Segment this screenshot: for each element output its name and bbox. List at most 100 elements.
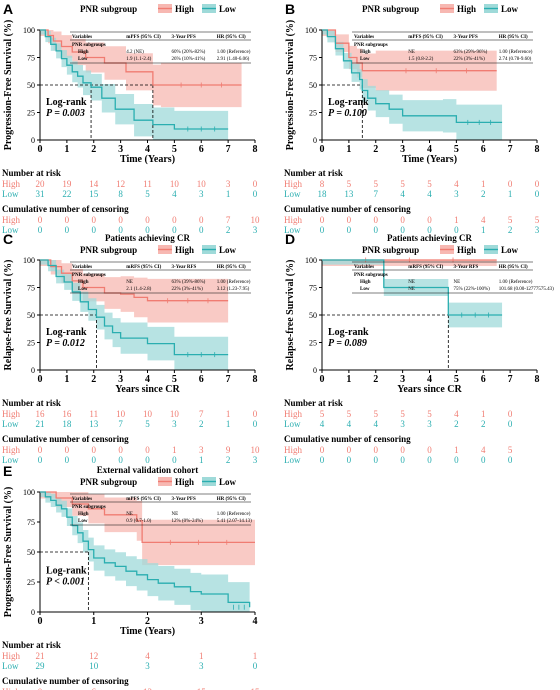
y-tick-label: 50 — [27, 548, 35, 557]
risk-row-label-high: High — [284, 409, 303, 419]
risk-row-label-low: Low — [2, 419, 19, 429]
risk-value: 7 — [374, 189, 379, 199]
logrank-p: P = 0.100 — [328, 108, 367, 119]
km-curve-high — [40, 491, 255, 544]
table-group-label: PNR subgroups — [354, 43, 388, 48]
censor-value: 0 — [347, 215, 352, 225]
x-tick-label: 7 — [508, 144, 513, 155]
table-header: Variables — [72, 35, 92, 40]
table-cell: NE — [408, 280, 415, 285]
censor-title: Cumulative number of censoring — [2, 434, 129, 444]
risk-value: 1 — [508, 189, 513, 199]
y-tick-label: 50 — [27, 311, 35, 320]
x-tick-label: 8 — [535, 144, 540, 155]
risk-value: 0 — [535, 179, 540, 189]
risk-value: 21 — [36, 651, 45, 661]
censor-value: 0 — [454, 455, 459, 465]
logrank-label: Log-rank — [46, 97, 87, 108]
risk-title: Number at risk — [2, 398, 61, 408]
risk-value: 8 — [118, 189, 123, 199]
table-cell: 63% (39%-86%) — [172, 280, 206, 285]
x-tick-label: 3 — [400, 374, 405, 385]
x-tick-label: 3 — [118, 374, 123, 385]
legend-label-low: Low — [219, 4, 237, 14]
censor-value: 0 — [400, 445, 405, 455]
risk-value: 18 — [318, 189, 328, 199]
table-cell: High — [360, 50, 371, 55]
x-tick-label: 6 — [481, 374, 486, 385]
y-tick-label: 50 — [27, 81, 35, 90]
x-tick-label: 7 — [226, 144, 231, 155]
x-tick-label: 6 — [199, 374, 204, 385]
stats-table: Variables mRFS (95% CI) 3-Year RFS HR (95% … — [70, 261, 251, 294]
logrank-label: Log-rank — [328, 97, 369, 108]
table-cell: Low — [360, 287, 370, 292]
risk-value: 1 — [481, 409, 486, 419]
censor-value: 0 — [65, 455, 70, 465]
legend: PNR subgroup High Low — [80, 245, 237, 255]
risk-value: 0 — [253, 179, 258, 189]
ci-band-low — [40, 30, 229, 140]
table-cell: Low — [78, 57, 88, 62]
risk-value: 2 — [199, 419, 204, 429]
risk-title: Number at risk — [284, 168, 343, 178]
risk-value: 10 — [197, 179, 207, 189]
legend-label-high: High — [175, 245, 194, 255]
table-cell: 2.91 (1.40-6.06) — [217, 57, 250, 62]
risk-title: Number at risk — [284, 398, 343, 408]
censor-value: 0 — [38, 215, 43, 225]
risk-value: 16 — [62, 409, 72, 419]
table-cell: 63% (29%-96%) — [454, 50, 488, 55]
censor-value: 0 — [427, 225, 432, 235]
risk-value: 15 — [89, 189, 99, 199]
table-cell: Low — [78, 287, 88, 292]
y-tick-label: 75 — [309, 284, 317, 293]
risk-value: 10 — [89, 661, 99, 671]
x-tick-label: 8 — [253, 144, 258, 155]
x-tick-label: 3 — [118, 144, 123, 155]
table-cell: 1.9 (1.1-2.4) — [126, 57, 151, 62]
table-header: mPFS (95% CI) — [126, 35, 161, 40]
table-header: mRFS (95% CI) — [408, 265, 443, 270]
ci-band-low — [40, 492, 250, 612]
risk-title: Number at risk — [2, 640, 61, 650]
ci-band-low — [322, 260, 503, 332]
table-cell: 60% (20%-82%) — [172, 50, 206, 55]
risk-row-label-high: High — [2, 179, 21, 189]
censor-row-label-high: High — [2, 445, 21, 455]
censor-value: 0 — [172, 215, 177, 225]
censor-value: 0 — [118, 445, 123, 455]
x-tick-label: 2 — [91, 144, 96, 155]
censor-value: 1 — [454, 215, 459, 225]
y-tick-label: 25 — [309, 109, 317, 118]
y-tick-label: 75 — [27, 54, 35, 63]
censor-value: 0 — [172, 455, 177, 465]
censor-value: 0 — [481, 455, 486, 465]
y-axis-label: Progression-Free Survival (%) — [285, 20, 296, 151]
risk-value: 0 — [535, 189, 540, 199]
risk-value: 1 — [226, 189, 231, 199]
censor-value: 9 — [226, 445, 231, 455]
table-cell: 1.00 (Reference) — [217, 50, 251, 55]
x-axis-label: Time (Years) — [402, 154, 457, 165]
risk-row-label-low: Low — [284, 419, 301, 429]
x-tick-label: 2 — [145, 616, 150, 627]
censor-value: 0 — [145, 445, 150, 455]
table-group-label: PNR subgroups — [72, 43, 106, 48]
censor-value: 0 — [427, 215, 432, 225]
censor-title: Cumulative number of censoring — [284, 434, 411, 444]
table-header: Variables — [354, 265, 374, 270]
risk-value: 3 — [172, 419, 177, 429]
y-tick-label: 100 — [23, 26, 35, 35]
table-header: 3-Year RFS — [454, 265, 479, 270]
censor-value: 0 — [199, 215, 204, 225]
censor-value: 0 — [92, 445, 97, 455]
censor-value: 0 — [145, 225, 150, 235]
x-tick-label: 1 — [346, 144, 351, 155]
censor-value: 0 — [38, 687, 43, 690]
censor-value: 0 — [400, 215, 405, 225]
x-tick-label: 4 — [253, 616, 258, 627]
censor-value: 1 — [172, 445, 177, 455]
risk-value: 14 — [89, 179, 99, 189]
censor-value: 2 — [226, 455, 231, 465]
